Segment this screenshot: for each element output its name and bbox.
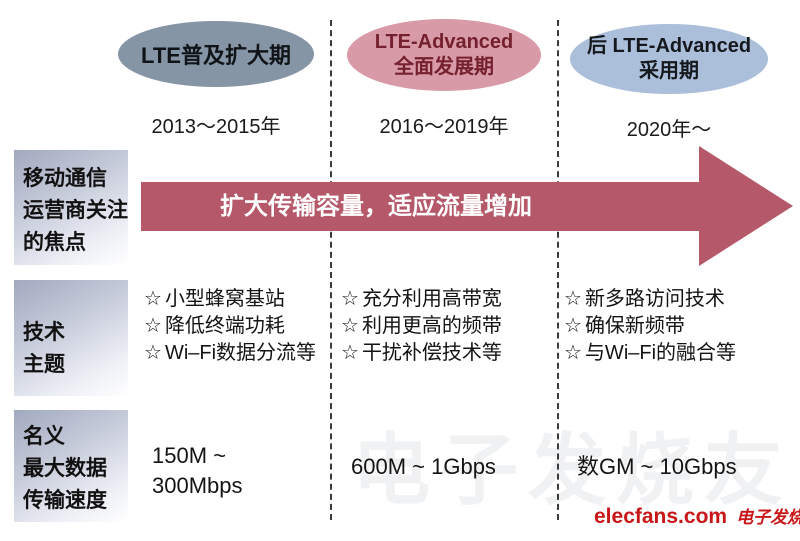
capacity-arrow-label: 扩大传输容量，适应流量增加 — [220, 193, 532, 220]
row-label-max-data-rate: 名义 最大数据 传输速度 — [14, 410, 128, 522]
row-label-line: 移动通信 — [23, 167, 107, 190]
star-bullet-icon: ☆ — [144, 288, 162, 310]
max-rate-line: 600M ~ 1Gbps — [351, 454, 496, 479]
star-bullet-icon: ☆ — [341, 342, 359, 364]
topic-text: 充分利用高带宽 — [361, 288, 502, 310]
topic-item: ☆ 确保新频带 — [564, 313, 736, 340]
topic-text: Wi–Fi数据分流等 — [164, 342, 317, 364]
topic-text: 小型蜂窝基站 — [164, 288, 285, 310]
capacity-arrow-head-icon — [699, 146, 793, 266]
topics-column-2: ☆ 充分利用高带宽 ☆ 利用更高的频带 ☆ 干扰补偿技术等 — [341, 286, 502, 367]
topic-text: 干扰补偿技术等 — [361, 342, 502, 364]
phase-bubble-lte: LTE普及扩大期 — [118, 21, 314, 87]
max-rate-line: 300Mbps — [152, 473, 243, 498]
row-label-line: 传输速度 — [23, 489, 107, 512]
topic-item: ☆ 干扰补偿技术等 — [341, 340, 502, 367]
topic-item: ☆ 利用更高的频带 — [341, 313, 502, 340]
row-label-line: 最大数据 — [23, 457, 107, 480]
topics-column-1: ☆ 小型蜂窝基站 ☆ 降低终端功耗 ☆ Wi–Fi数据分流等 — [144, 286, 316, 367]
max-rate-phase-3: 数GM ~ 10Gbps — [577, 452, 737, 482]
site-watermark-cn: 电子发烧友 — [736, 508, 800, 527]
max-rate-line: 数GM ~ 10Gbps — [577, 454, 737, 479]
column-divider-2 — [557, 20, 559, 520]
phase-bubble-label: 后 LTE-Advanced — [586, 35, 752, 57]
period-label-2: 2016～2019年 — [379, 116, 509, 138]
topic-item: ☆ 小型蜂窝基站 — [144, 286, 316, 313]
max-rate-phase-2: 600M ~ 1Gbps — [351, 452, 496, 482]
topic-text: 确保新频带 — [584, 315, 685, 337]
star-bullet-icon: ☆ — [564, 342, 582, 364]
topics-column-3: ☆ 新多路访问技术 ☆ 确保新频带 ☆ 与Wi–Fi的融合等 — [564, 286, 736, 367]
max-rate-line: 150M ~ — [152, 443, 226, 468]
topic-item: ☆ 充分利用高带宽 — [341, 286, 502, 313]
topic-text: 与Wi–Fi的融合等 — [584, 342, 737, 364]
row-label-operator-focus: 移动通信 运营商关注 的焦点 — [14, 150, 128, 265]
site-watermark: elecfans.com 电子发烧友 — [594, 503, 800, 529]
star-bullet-icon: ☆ — [341, 315, 359, 337]
row-label-technology-topics: 技术 主题 — [14, 280, 128, 396]
topic-text: 降低终端功耗 — [164, 315, 285, 337]
phase-bubble-label: LTE-Advanced — [374, 31, 514, 53]
topic-item: ☆ Wi–Fi数据分流等 — [144, 340, 316, 367]
period-label-1: 2013～2015年 — [151, 116, 281, 138]
topic-item: ☆ 新多路访问技术 — [564, 286, 736, 313]
topic-item: ☆ 降低终端功耗 — [144, 313, 316, 340]
star-bullet-icon: ☆ — [564, 315, 582, 337]
phase-bubble-label: 采用期 — [639, 60, 699, 82]
phase-bubble-label: 全面发展期 — [394, 56, 494, 78]
site-watermark-logo: elecfans.com — [594, 505, 728, 528]
star-bullet-icon: ☆ — [341, 288, 359, 310]
ghost-watermark: 电子发烧友 — [352, 426, 793, 514]
row-label-line: 运营商关注 — [23, 199, 128, 222]
phase-bubble-post-lte-advanced: 后 LTE-Advanced 采用期 — [570, 24, 768, 94]
phase-bubble-label: LTE普及扩大期 — [141, 43, 291, 68]
topic-item: ☆ 与Wi–Fi的融合等 — [564, 340, 736, 367]
row-label-line: 技术 — [23, 321, 65, 344]
topic-text: 利用更高的频带 — [361, 315, 502, 337]
star-bullet-icon: ☆ — [564, 288, 582, 310]
star-bullet-icon: ☆ — [144, 315, 162, 337]
topic-text: 新多路访问技术 — [584, 288, 725, 310]
star-bullet-icon: ☆ — [144, 342, 162, 364]
column-divider-1 — [330, 20, 332, 520]
max-rate-phase-1: 150M ~ 300Mbps — [152, 441, 243, 501]
capacity-arrow-body — [141, 182, 701, 231]
row-label-line: 的焦点 — [23, 231, 86, 254]
row-label-line: 名义 — [23, 425, 65, 448]
phase-bubble-lte-advanced: LTE-Advanced 全面发展期 — [347, 19, 541, 91]
row-label-line: 主题 — [23, 353, 65, 376]
period-label-3: 2020年～ — [626, 119, 712, 141]
